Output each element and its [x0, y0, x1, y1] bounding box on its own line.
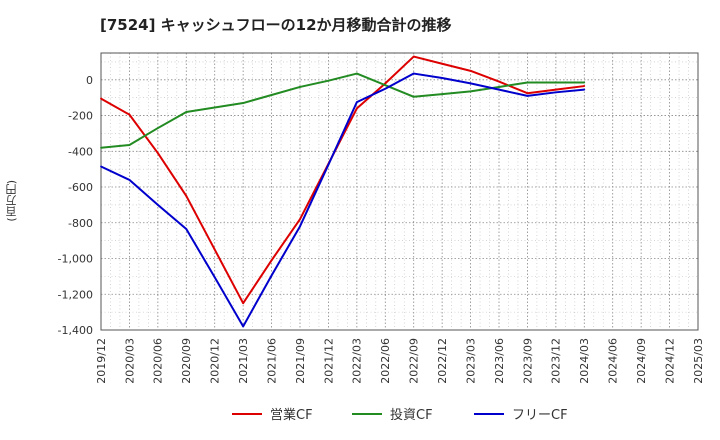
data-point [185, 228, 188, 230]
data-point [185, 111, 188, 113]
data-point [554, 91, 557, 94]
x-tick-label: 2020/12 [209, 338, 222, 384]
data-point [156, 204, 159, 206]
data-point [441, 62, 444, 65]
data-point [270, 94, 273, 96]
data-point [498, 88, 500, 91]
data-point [185, 195, 188, 197]
data-point [554, 88, 557, 91]
x-tick-label: 2023/06 [493, 338, 506, 384]
data-point [242, 325, 245, 328]
plot-border [100, 52, 699, 331]
series-line-0 [100, 55, 585, 305]
x-tick-label: 2024/09 [635, 338, 648, 384]
data-point [128, 144, 131, 146]
data-point [242, 302, 245, 305]
chart-title: [7524] キャッシュフローの12か月移動合計の推移 [100, 16, 452, 34]
data-point [156, 152, 159, 154]
data-point [270, 259, 273, 262]
x-tick-label: 2021/09 [294, 338, 307, 384]
x-tick-label: 2022/09 [408, 338, 421, 384]
data-point [213, 106, 216, 109]
data-point [213, 276, 216, 279]
data-point [270, 274, 273, 277]
y-tick-label: 0 [86, 74, 93, 87]
x-tick-label: 2025/03 [692, 338, 705, 384]
data-point [156, 127, 159, 129]
legend-label-1: 投資CF [390, 407, 433, 423]
data-point [526, 92, 529, 95]
data-point [355, 107, 358, 110]
data-point [441, 77, 444, 79]
legend-label-2: フリーCF [512, 408, 568, 423]
legend-label-0: 営業CF [270, 407, 313, 423]
y-tick-label: -1,200 [58, 288, 93, 301]
data-point [299, 218, 301, 221]
x-tick-label: 2022/03 [351, 338, 364, 384]
x-tick-label: 2022/12 [436, 338, 449, 384]
data-point [554, 81, 557, 84]
y-tick-label: -600 [68, 181, 93, 194]
data-point [100, 165, 102, 168]
data-point [100, 146, 102, 149]
y-tick-label: -1,000 [58, 253, 93, 266]
data-point [384, 87, 387, 90]
x-tick-label: 2021/06 [265, 338, 278, 384]
data-point [441, 93, 444, 96]
data-point [583, 85, 586, 87]
data-point [583, 88, 586, 91]
data-point [469, 69, 472, 72]
data-point [355, 101, 358, 104]
data-point [327, 163, 330, 166]
x-tick-label: 2021/03 [237, 338, 250, 384]
series-line-2 [100, 72, 585, 328]
data-point [469, 82, 472, 85]
data-point [384, 84, 387, 87]
data-point [384, 82, 387, 85]
x-tick-label: 2024/06 [607, 338, 620, 384]
data-point [327, 79, 330, 82]
data-point [299, 86, 301, 88]
x-tick-label: 2024/03 [578, 338, 591, 384]
x-tick-label: 2023/03 [464, 338, 477, 384]
data-point [299, 225, 301, 228]
x-tick-label: 2020/09 [180, 338, 193, 384]
data-point [412, 95, 415, 98]
data-point [498, 80, 500, 83]
y-tick-label: -400 [68, 145, 93, 158]
data-point [469, 90, 472, 93]
data-point [526, 94, 529, 97]
x-tick-label: 2020/06 [152, 338, 165, 384]
y-tick-label: -800 [68, 217, 93, 230]
data-point [583, 81, 586, 84]
data-point [213, 248, 216, 251]
data-point [526, 81, 529, 84]
x-tick-label: 2023/12 [550, 338, 563, 384]
data-point [355, 72, 358, 75]
x-tick-label: 2019/12 [95, 338, 108, 384]
data-point [128, 178, 131, 181]
data-point [242, 102, 245, 104]
data-point [100, 97, 102, 100]
x-tick-label: 2020/03 [123, 338, 136, 384]
data-point [412, 55, 415, 58]
data-point [412, 72, 415, 75]
y-tick-label: -200 [68, 110, 93, 123]
data-point [128, 113, 131, 116]
x-tick-label: 2022/06 [379, 338, 392, 384]
y-tick-label: -1,400 [58, 324, 93, 337]
x-tick-label: 2024/12 [663, 338, 676, 384]
x-tick-label: 2021/12 [322, 338, 335, 384]
data-point [498, 86, 500, 88]
plot-area [101, 53, 698, 330]
x-tick-label: 2023/09 [521, 338, 534, 384]
series-line-1 [100, 72, 585, 149]
